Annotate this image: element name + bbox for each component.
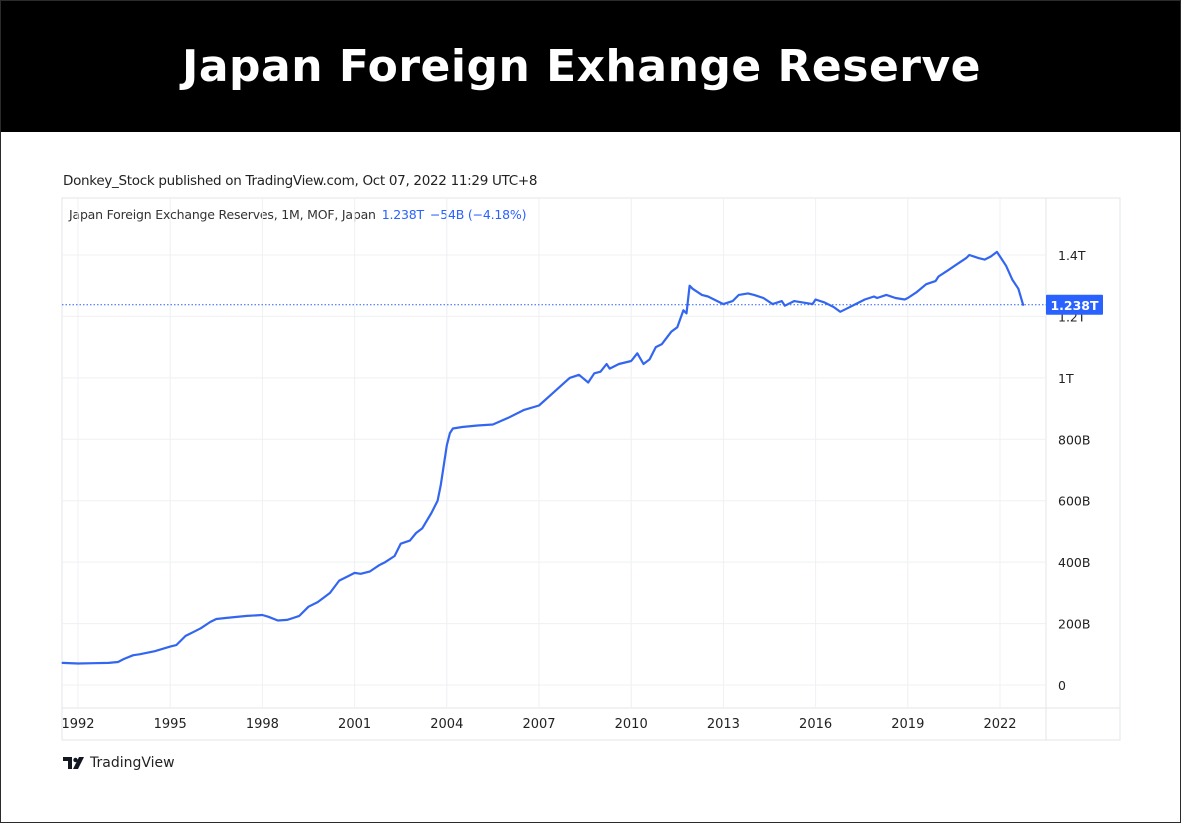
last-value-layer: 1.238T xyxy=(62,294,1103,315)
x-tick-label: 1998 xyxy=(246,717,279,732)
x-tick-label: 2022 xyxy=(983,717,1016,732)
page-title: Japan Foreign Exhange Reserve xyxy=(181,41,982,92)
vertical-gridlines xyxy=(77,198,1001,708)
series-line xyxy=(61,250,1025,665)
y-tick-label: 600B xyxy=(1058,494,1090,509)
published-line: Donkey_Stock published on TradingView.co… xyxy=(63,173,538,189)
y-tick-label: 200B xyxy=(1058,617,1090,632)
series-layer xyxy=(61,250,1025,665)
x-tick-label: 2010 xyxy=(615,717,648,732)
series-legend[interactable]: Japan Foreign Exchange Reserves, 1M, MOF… xyxy=(69,207,526,222)
x-tick-label: 1995 xyxy=(154,717,187,732)
legend-change: −54B (−4.18%) xyxy=(430,207,527,222)
y-tick-label: 400B xyxy=(1058,555,1090,570)
plot-frame xyxy=(61,197,1121,741)
last-value-label: 1.238T xyxy=(1050,298,1099,313)
y-tick-label: 1T xyxy=(1058,371,1074,386)
x-tick-label: 2007 xyxy=(522,717,555,732)
y-tick-label: 0 xyxy=(1058,678,1066,693)
x-tick-label: 2004 xyxy=(430,717,463,732)
x-tick-label: 2019 xyxy=(891,717,924,732)
x-tick-label: 1992 xyxy=(61,717,94,732)
x-axis-ticks: 1992 1995 1998 2001 2004 2007 2010 2013 2016 2019… xyxy=(61,717,1016,732)
tradingview-icon xyxy=(63,757,84,769)
last-value-tag xyxy=(1046,294,1103,315)
y-tick-label: 1.4T xyxy=(1058,248,1086,263)
x-tick-label: 2016 xyxy=(799,717,832,732)
title-banner: Japan Foreign Exhange Reserve xyxy=(1,1,1180,132)
plot-border xyxy=(61,197,1121,741)
legend-last-value: 1.238T xyxy=(381,207,424,222)
legend-series-name: Japan Foreign Exchange Reserves, 1M, MOF… xyxy=(69,207,376,222)
x-tick-label: 2013 xyxy=(707,717,740,732)
tradingview-logo[interactable]: TradingView xyxy=(63,755,175,771)
tradingview-brand: TradingView xyxy=(90,755,175,771)
x-tick-label: 2001 xyxy=(338,717,371,732)
horizontal-gridlines xyxy=(62,254,1046,686)
y-tick-label: 800B xyxy=(1058,432,1090,447)
